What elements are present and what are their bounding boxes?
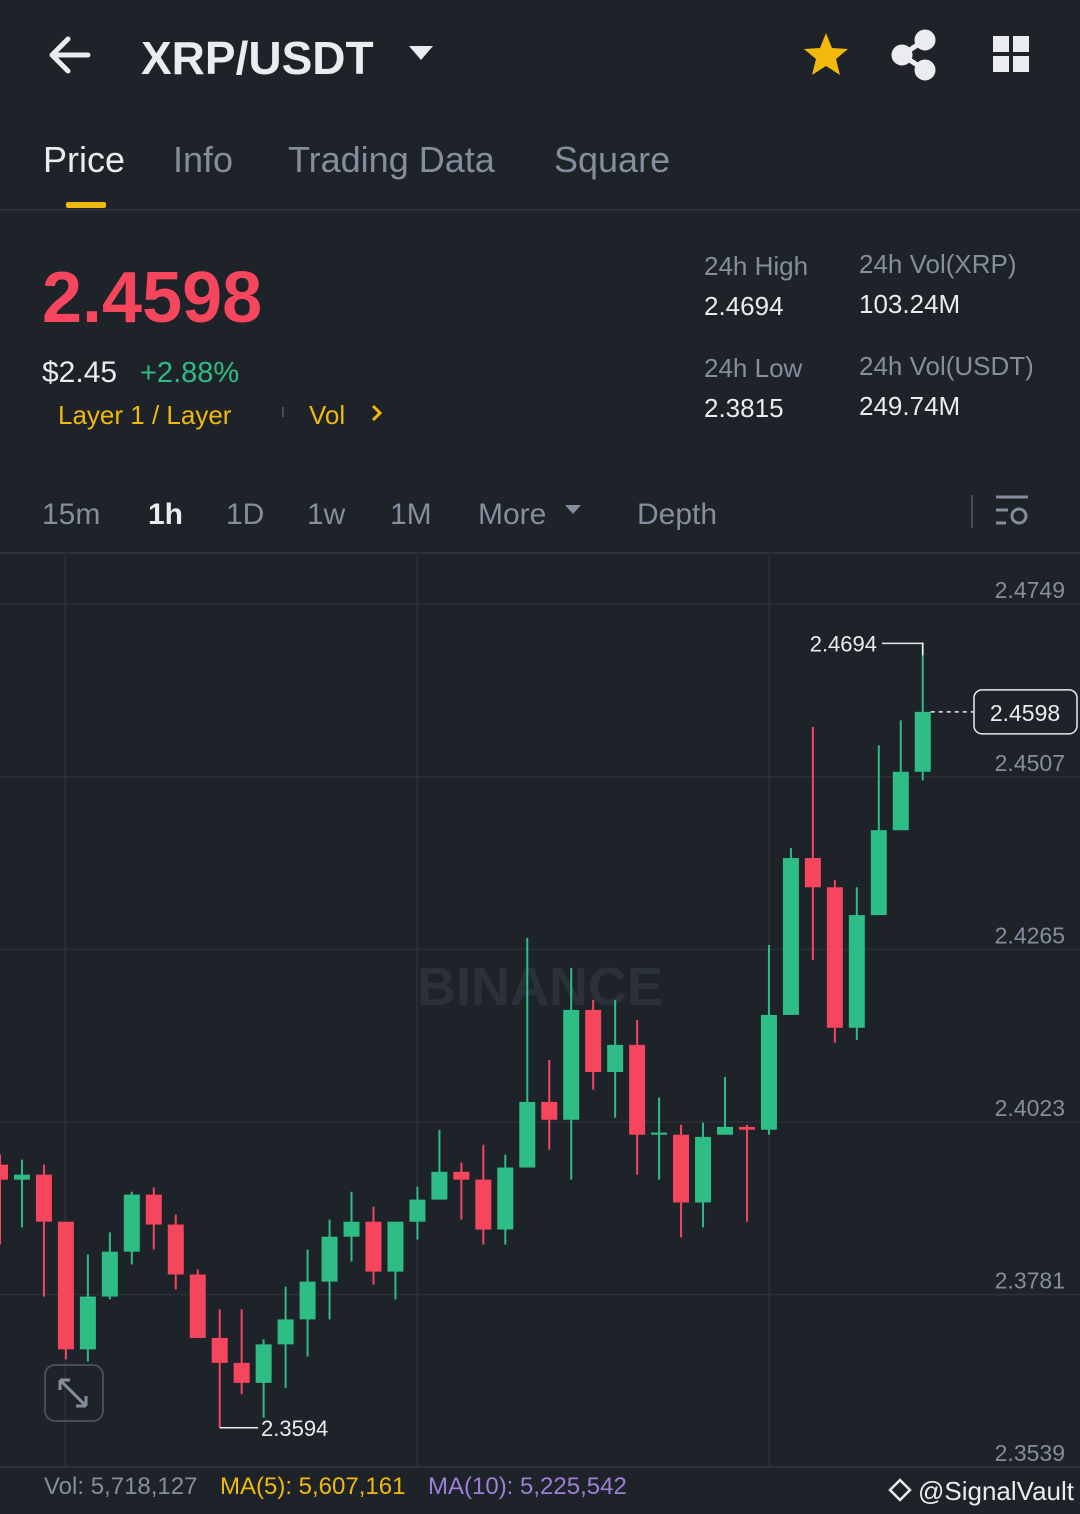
- high-marker-line: [882, 642, 924, 656]
- chart-settings[interactable]: [996, 495, 1028, 525]
- expand-icon: [58, 1378, 88, 1408]
- tag[interactable]: Layer 1 / Layer: [58, 400, 232, 430]
- watermark: BINANCE: [417, 957, 663, 1017]
- usd-price: $2.45: [42, 356, 117, 389]
- stat-value: 249.74M: [859, 391, 960, 421]
- stat-label: 24h High: [704, 251, 808, 281]
- chart: BINANCE 2.4749 2.4507 2.4265 2.4023 2.3781 2.…: [0, 555, 1080, 1467]
- candle-body: [35, 1174, 52, 1222]
- last-price: 2.4598: [42, 258, 262, 338]
- y-tick-label: 2.4749: [995, 577, 1065, 603]
- candle-body: [57, 1221, 74, 1350]
- candle-body: [321, 1236, 338, 1282]
- candle-body: [79, 1296, 96, 1350]
- y-tick-label: 2.3539: [995, 1440, 1065, 1466]
- last-price-box: [973, 689, 1078, 735]
- candle-body: [145, 1194, 162, 1225]
- candle-body: [475, 1179, 492, 1230]
- interval[interactable]: More: [478, 498, 546, 531]
- tab-indicator: [66, 202, 106, 208]
- credit-logo: [888, 1478, 912, 1502]
- candle-body: [211, 1337, 228, 1363]
- interval[interactable]: 1h: [148, 498, 183, 531]
- candle-body: [892, 771, 909, 831]
- tag[interactable]: Vol: [309, 400, 345, 430]
- candle-body: [123, 1194, 140, 1252]
- candle-body: [826, 887, 843, 1028]
- candle-body: [277, 1319, 294, 1345]
- candle-body: [189, 1274, 206, 1338]
- price-change: +2.88%: [140, 357, 239, 389]
- candle-body: [343, 1221, 360, 1237]
- candle-body: [299, 1281, 316, 1320]
- candle-body: [607, 1044, 624, 1072]
- candle-body: [453, 1171, 470, 1180]
- candle-body: [255, 1344, 272, 1383]
- credit: @SignalVault: [918, 1476, 1075, 1506]
- more-dropdown[interactable]: [565, 505, 581, 514]
- y-tick-label: 2.4265: [995, 922, 1065, 948]
- stat-value: 103.24M: [859, 289, 960, 319]
- stat-value: 2.4694: [704, 291, 784, 321]
- candle-body: [651, 1132, 668, 1135]
- stat-label: 24h Vol(USDT): [859, 351, 1034, 381]
- candle-body: [167, 1224, 184, 1275]
- candle-body: [673, 1134, 690, 1203]
- stat-label: 24h Vol(XRP): [859, 249, 1017, 279]
- pair-dropdown[interactable]: [409, 46, 433, 60]
- share-button[interactable]: [891, 29, 936, 81]
- candle-body: [387, 1221, 404, 1272]
- interval[interactable]: 15m: [42, 498, 100, 531]
- candle-body: [519, 1101, 536, 1168]
- tab[interactable]: Square: [554, 139, 670, 180]
- interval[interactable]: 1w: [307, 498, 346, 531]
- interval[interactable]: 1D: [226, 498, 264, 531]
- interval[interactable]: 1M: [390, 498, 432, 531]
- y-tick-label: 2.3781: [995, 1267, 1065, 1293]
- candle-body: [431, 1171, 448, 1200]
- candle-body: [848, 915, 865, 1028]
- candle-body: [409, 1199, 426, 1222]
- candle-body: [717, 1126, 734, 1135]
- candle-body: [13, 1174, 30, 1180]
- candle-body: [695, 1136, 712, 1203]
- candle-body: [563, 1009, 580, 1120]
- y-tick-label: 2.4507: [995, 750, 1065, 776]
- stat-label: 24h Low: [704, 353, 803, 383]
- candle-body: [804, 858, 821, 888]
- low-marker-label: 2.3594: [261, 1416, 328, 1441]
- candle-body: [585, 1009, 602, 1072]
- y-tick-label: 2.4023: [995, 1095, 1065, 1121]
- grid-menu[interactable]: [993, 36, 1029, 72]
- last-price-label: 2.4598: [990, 700, 1060, 726]
- pair-title[interactable]: XRP/USDT: [141, 32, 374, 84]
- candle-body: [914, 711, 931, 772]
- candle-body: [870, 830, 887, 916]
- candle-body: [497, 1167, 514, 1230]
- ma10-label: MA(10): 5,225,542: [428, 1473, 627, 1500]
- tab[interactable]: Price: [43, 139, 125, 180]
- candle-body: [0, 1164, 8, 1180]
- candle-body: [760, 1014, 777, 1130]
- chevron[interactable]: [371, 404, 383, 422]
- expand-button[interactable]: [44, 1364, 104, 1422]
- volume-label: Vol: 5,718,127: [44, 1473, 197, 1500]
- tab[interactable]: Info: [173, 139, 233, 180]
- stat-value: 2.3815: [704, 393, 784, 423]
- interval[interactable]: Depth: [637, 498, 717, 531]
- back-button[interactable]: [49, 36, 91, 74]
- candle-body: [233, 1362, 250, 1383]
- candle-body: [629, 1044, 646, 1135]
- candle-body: [738, 1126, 755, 1130]
- tab[interactable]: Trading Data: [288, 139, 496, 180]
- candle-body: [101, 1251, 118, 1297]
- candle-body: [541, 1101, 558, 1120]
- candle-body: [782, 858, 799, 1015]
- favorite-star[interactable]: [804, 33, 848, 75]
- ma5-label: MA(5): 5,607,161: [220, 1473, 405, 1500]
- high-marker-label: 2.4694: [810, 631, 877, 656]
- candle-body: [365, 1221, 382, 1272]
